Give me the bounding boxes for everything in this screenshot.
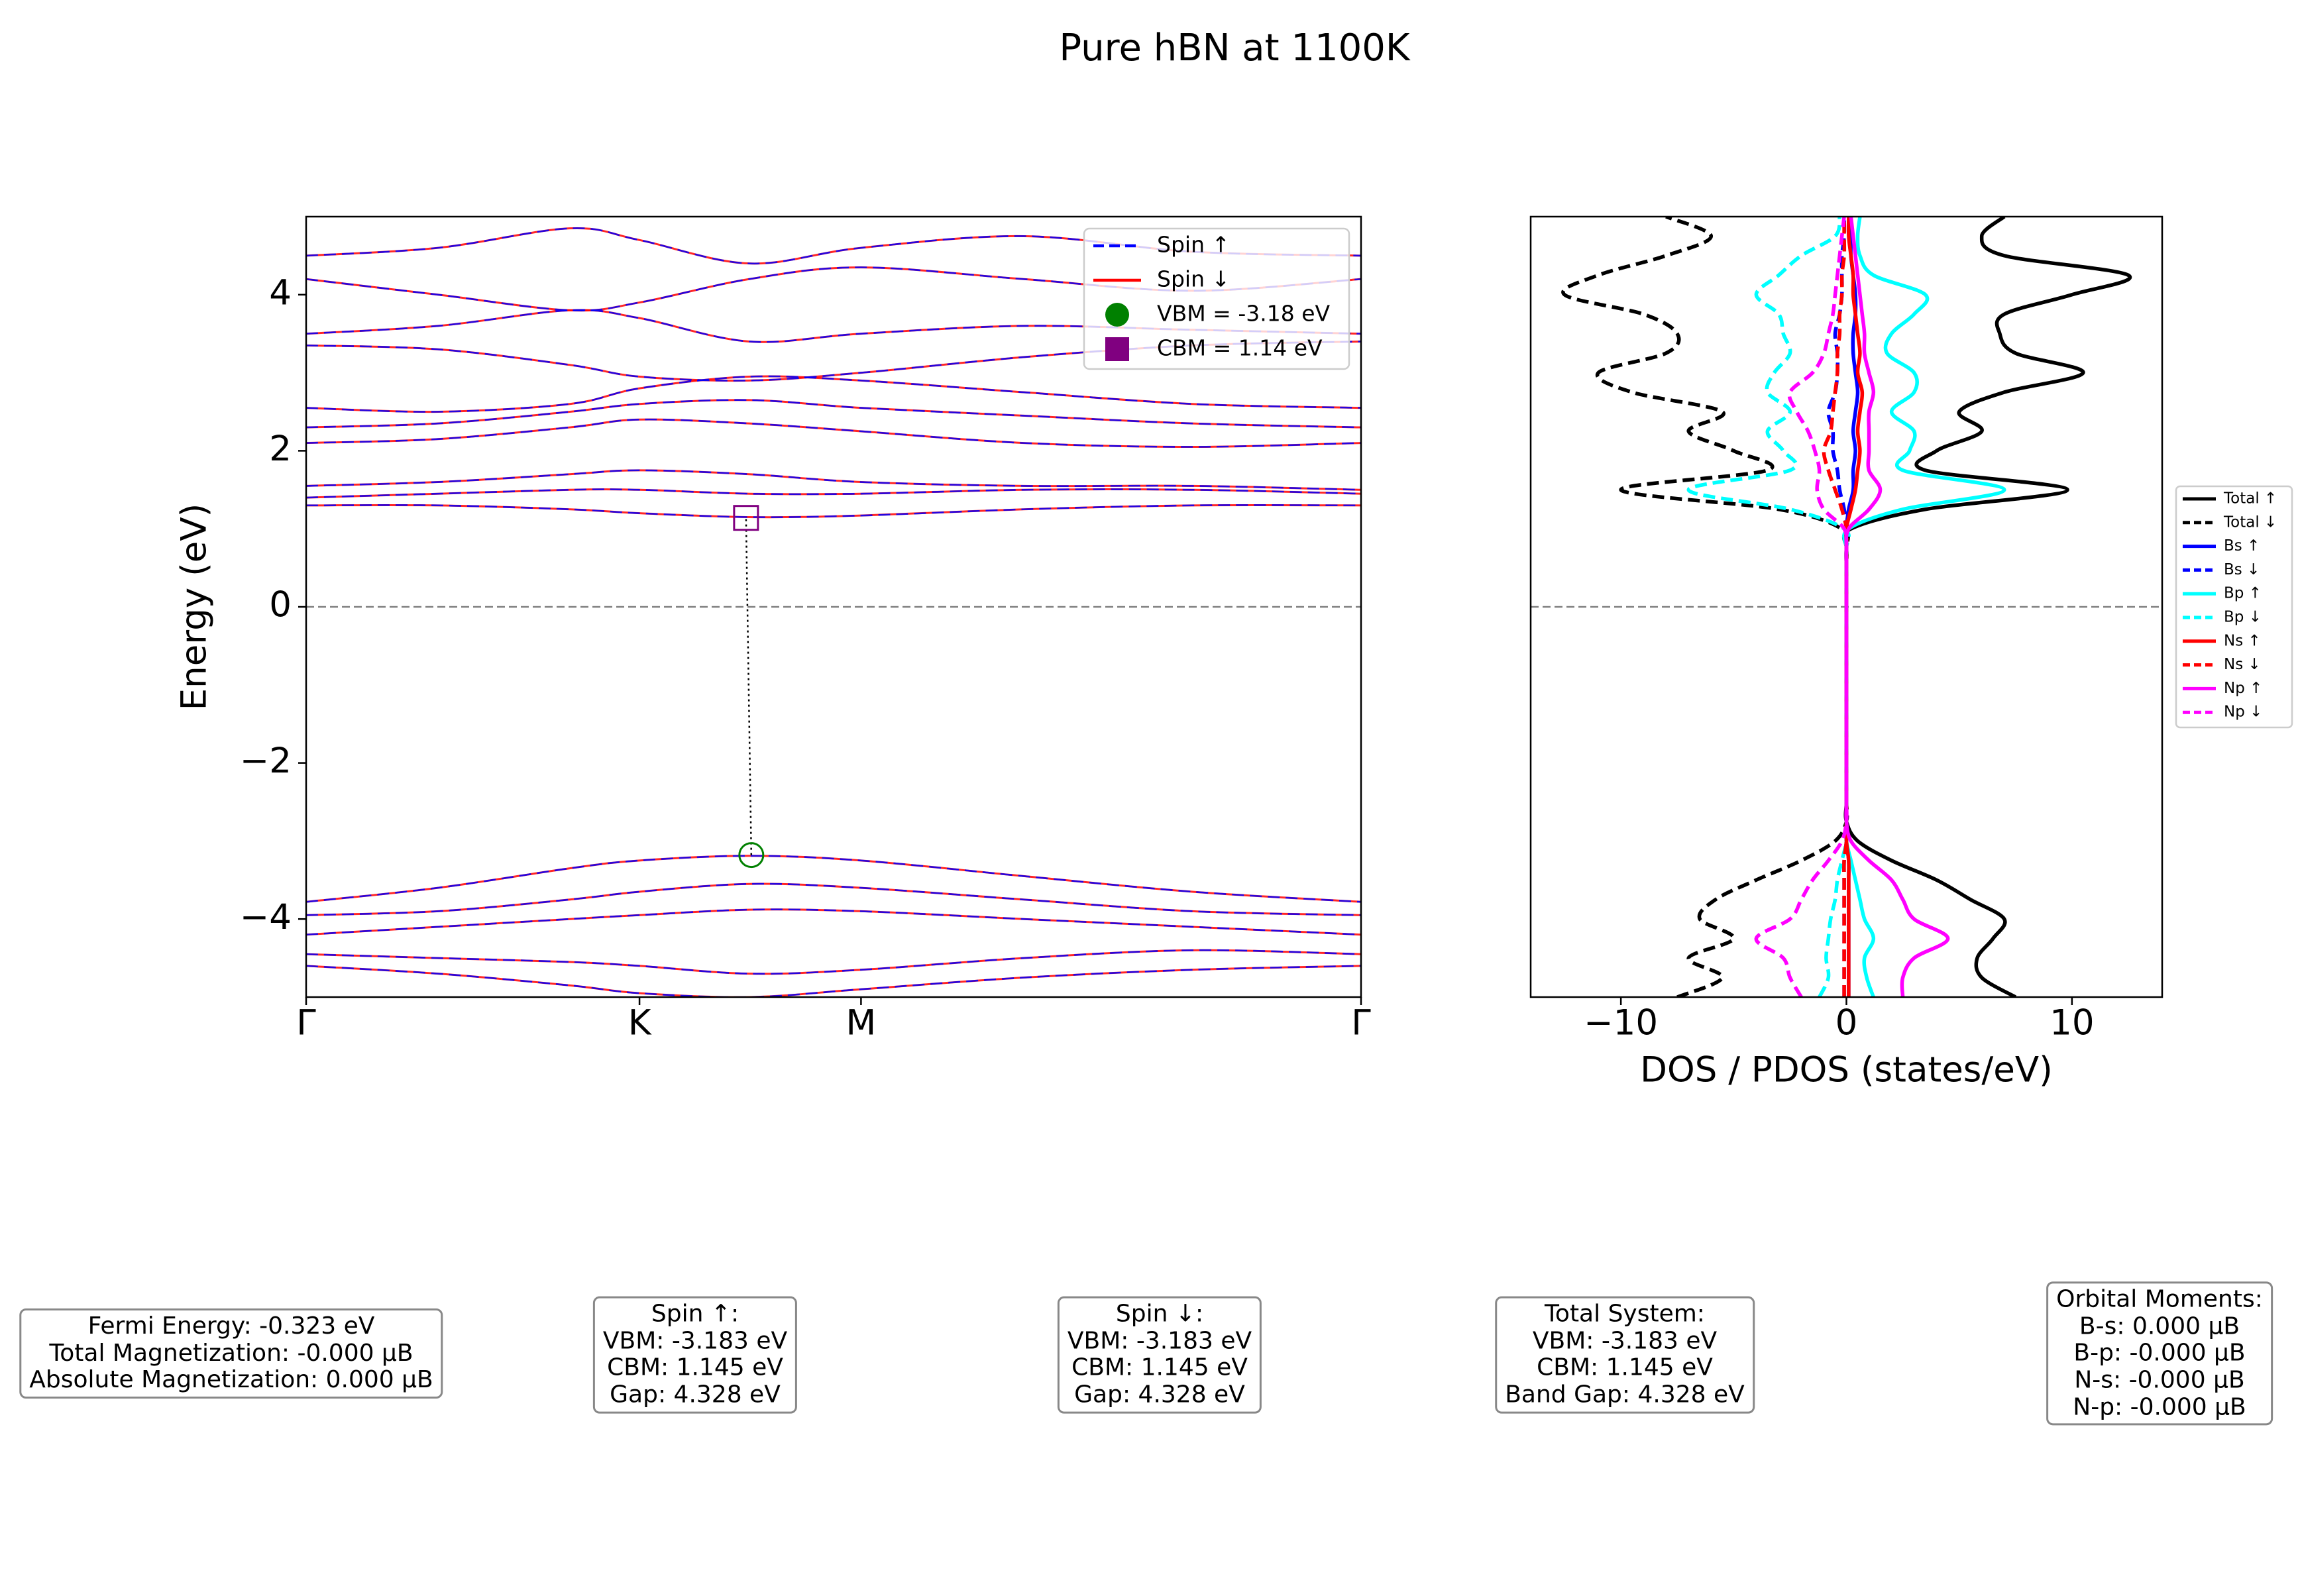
- info-line: B-p: -0.000 µB: [2073, 1339, 2246, 1367]
- legend-label: Spin ↓: [1157, 266, 1230, 292]
- info-line: CBM: 1.145 eV: [1537, 1354, 1713, 1381]
- band-line: [306, 504, 1361, 519]
- x-tick-label: Γ: [1351, 1003, 1371, 1043]
- x-tick-label: Γ: [296, 1003, 316, 1043]
- legend-label: Bp ↓: [2224, 609, 2262, 626]
- band-line: [306, 855, 1361, 903]
- info-line: Total System:: [1545, 1300, 1705, 1328]
- info-line: Band Gap: 4.328 eV: [1505, 1381, 1745, 1409]
- y-tick-label: 0: [269, 585, 292, 625]
- x-axis-label: DOS / PDOS (states/eV): [1640, 1050, 2053, 1091]
- band-line: [306, 469, 1361, 491]
- info-line: Spin ↑:: [651, 1300, 739, 1328]
- legend-label: Bp ↑: [2224, 585, 2262, 602]
- info-box: Total System: VBM: -3.183 eV CBM: 1.145 eV…: [1495, 1296, 1755, 1414]
- y-axis-label: Energy (eV): [174, 504, 215, 711]
- band-line: [306, 488, 1361, 499]
- legend-frame: [1083, 227, 1350, 370]
- band-line: [306, 504, 1361, 518]
- info-line: CBM: 1.145 eV: [607, 1354, 783, 1381]
- band-line: [306, 855, 1361, 903]
- info-line: Spin ↓:: [1115, 1300, 1204, 1328]
- legend-label: VBM = -3.18 eV: [1157, 301, 1330, 327]
- plot-area: [306, 227, 1361, 997]
- y-tick-label: −2: [240, 741, 292, 781]
- info-line: Orbital Moments:: [2056, 1285, 2263, 1313]
- legend-label: Total ↑: [2223, 490, 2277, 507]
- band-line: [306, 882, 1361, 916]
- band-line: [306, 341, 1361, 382]
- band-line: [306, 949, 1361, 975]
- info-line: Absolute Magnetization: 0.000 µB: [29, 1366, 433, 1394]
- band-line: [306, 309, 1361, 343]
- x-tick-label: M: [846, 1003, 877, 1043]
- x-tick-label: 10: [2050, 1003, 2094, 1043]
- y-tick-label: 4: [269, 272, 292, 313]
- info-box: Orbital Moments: B-s: 0.000 µB B-p: -0.000…: [2046, 1281, 2273, 1426]
- dos-line: [1754, 217, 1849, 997]
- legend-label: CBM = 1.14 eV: [1157, 335, 1323, 361]
- dos-line: [1822, 217, 1849, 997]
- x-tick-label: 0: [1835, 1003, 1858, 1043]
- y-tick-label: −4: [240, 897, 292, 937]
- info-line: VBM: -3.183 eV: [602, 1327, 788, 1355]
- legend-label: Total ↓: [2223, 513, 2277, 531]
- plot-area: [1531, 217, 2162, 997]
- legend-label: Ns ↓: [2224, 656, 2261, 673]
- gap-connector: [745, 517, 753, 855]
- legend-label: Np ↑: [2224, 680, 2262, 697]
- dos-line: [1686, 217, 1851, 997]
- band-line: [306, 399, 1361, 429]
- x-tick-label: K: [628, 1003, 652, 1043]
- info-box: Fermi Energy: -0.323 eV Total Magnetizati…: [19, 1308, 443, 1399]
- info-line: Gap: 4.328 eV: [610, 1381, 781, 1409]
- y-tick-label: 2: [269, 429, 292, 469]
- info-line: N-p: -0.000 µB: [2073, 1393, 2246, 1421]
- dos-line: [1844, 217, 1950, 997]
- band-line: [306, 418, 1361, 448]
- cbm-marker: [733, 505, 759, 531]
- info-line: Fermi Energy: -0.323 eV: [87, 1312, 375, 1340]
- info-line: Total Magnetization: -0.000 µB: [49, 1339, 413, 1367]
- band-line: [306, 908, 1361, 936]
- info-box: Spin ↓: VBM: -3.183 eV CBM: 1.145 eV Gap: 4…: [1057, 1296, 1262, 1414]
- info-line: N-s: -0.000 µB: [2074, 1366, 2245, 1394]
- vbm-marker: [738, 842, 765, 869]
- legend-label: Spin ↑: [1157, 232, 1230, 258]
- x-tick-label: −10: [1584, 1003, 1658, 1043]
- info-line: Gap: 4.328 eV: [1074, 1381, 1245, 1409]
- info-line: VBM: -3.183 eV: [1067, 1327, 1252, 1355]
- info-line: CBM: 1.145 eV: [1071, 1354, 1248, 1381]
- legend-label: Ns ↑: [2224, 632, 2261, 649]
- legend-label: Bs ↓: [2224, 561, 2260, 578]
- info-box: Spin ↑: VBM: -3.183 eV CBM: 1.145 eV Gap: 4…: [592, 1296, 798, 1414]
- figure-title: Pure hBN at 1100K: [1059, 27, 1411, 70]
- info-line: B-s: 0.000 µB: [2079, 1312, 2240, 1340]
- info-line: VBM: -3.183 eV: [1532, 1327, 1718, 1355]
- legend-swatch: [1105, 337, 1129, 361]
- legend-label: Np ↓: [2224, 704, 2262, 721]
- band-line: [306, 375, 1361, 413]
- legend-swatch: [1105, 303, 1129, 327]
- legend-label: Bs ↑: [2224, 537, 2260, 555]
- band-line: [306, 908, 1361, 936]
